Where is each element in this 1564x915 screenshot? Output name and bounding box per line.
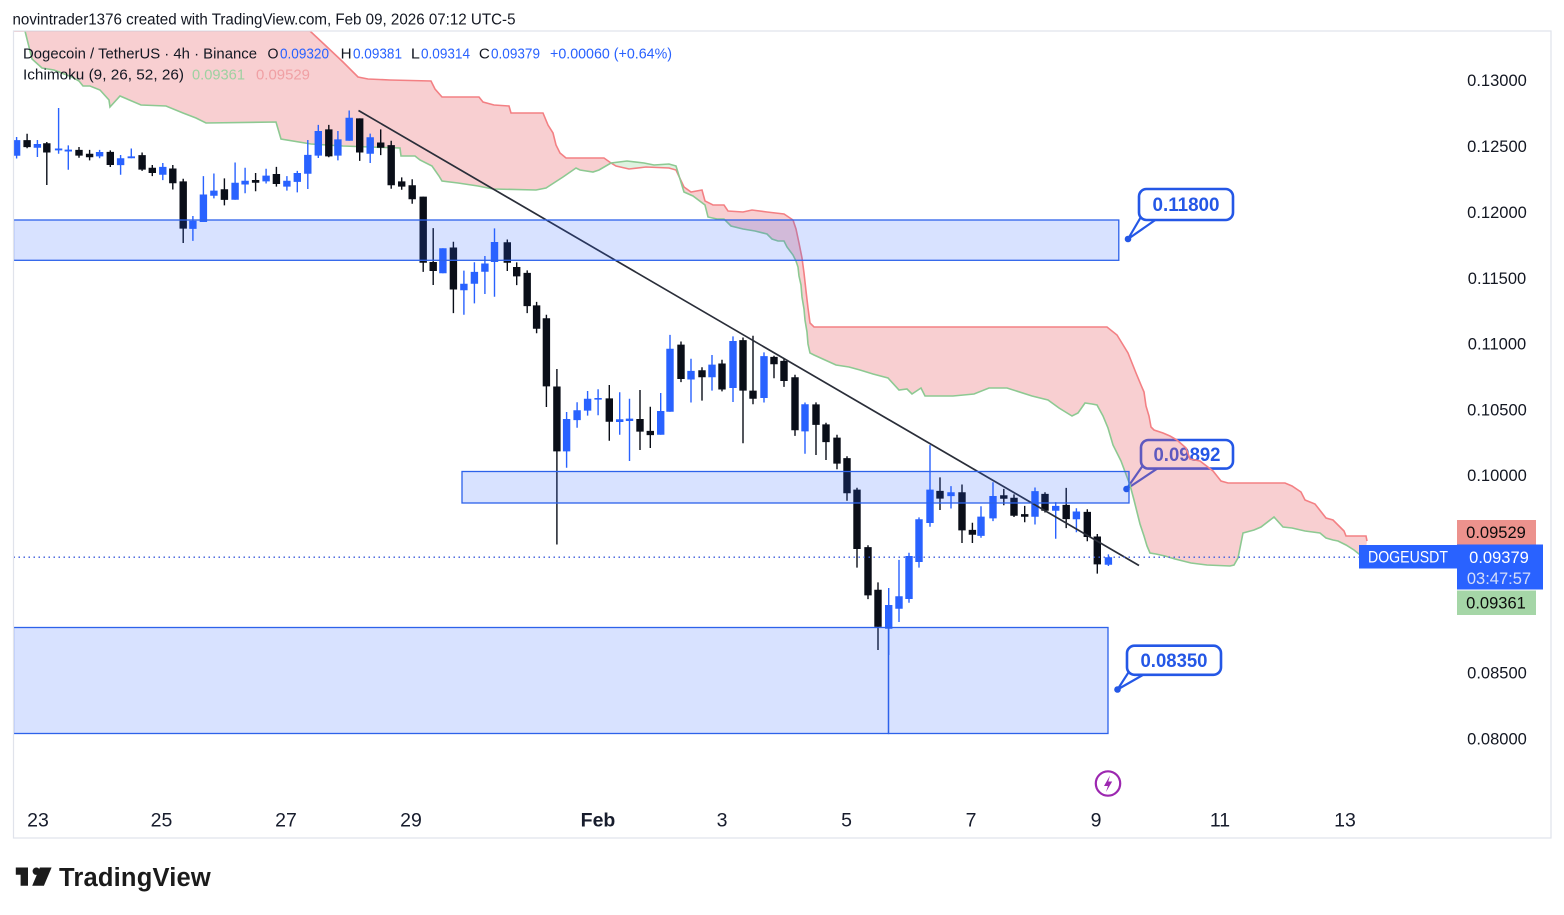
svg-text:13: 13 — [1334, 810, 1356, 832]
svg-text:0.09361: 0.09361 — [1466, 595, 1526, 613]
svg-text:0.12000: 0.12000 — [1467, 204, 1527, 222]
svg-text:5: 5 — [841, 810, 852, 832]
svg-text:0.09361: 0.09361 — [192, 67, 245, 84]
svg-text:27: 27 — [275, 810, 297, 832]
svg-text:23: 23 — [27, 810, 49, 832]
svg-text:TradingView: TradingView — [59, 864, 211, 892]
svg-text:Dogecoin / TetherUS · 4h · Bin: Dogecoin / TetherUS · 4h · Binance — [23, 46, 257, 63]
svg-text:25: 25 — [151, 810, 173, 832]
svg-text:novintrader1376 created with T: novintrader1376 created with TradingView… — [13, 12, 516, 29]
svg-text:+0.00060 (+0.64%): +0.00060 (+0.64%) — [550, 46, 672, 63]
svg-text:0.12500: 0.12500 — [1467, 138, 1527, 156]
svg-text:DOGEUSDT: DOGEUSDT — [1368, 549, 1448, 567]
svg-text:0.11000: 0.11000 — [1468, 336, 1526, 354]
svg-text:0.08500: 0.08500 — [1467, 665, 1527, 683]
svg-text:0.09320: 0.09320 — [280, 46, 329, 63]
svg-text:0.08350: 0.08350 — [1141, 651, 1208, 672]
svg-text:O: O — [268, 46, 279, 63]
svg-text:Feb: Feb — [581, 810, 616, 832]
svg-text:Ichimoku (9, 26, 52, 26): Ichimoku (9, 26, 52, 26) — [23, 67, 184, 84]
svg-text:0.10000: 0.10000 — [1467, 467, 1527, 485]
svg-text:0.09379: 0.09379 — [1469, 549, 1529, 567]
svg-text:0.09381: 0.09381 — [353, 46, 402, 63]
svg-text:0.13000: 0.13000 — [1467, 72, 1527, 90]
svg-text:0.11500: 0.11500 — [1468, 270, 1526, 288]
svg-text:29: 29 — [400, 810, 422, 832]
svg-text:0.09892: 0.09892 — [1154, 445, 1221, 466]
svg-text:0.09529: 0.09529 — [1466, 524, 1526, 542]
svg-text:C: C — [479, 46, 490, 63]
svg-text:03:47:57: 03:47:57 — [1467, 570, 1531, 588]
svg-text:0.09529: 0.09529 — [256, 67, 310, 84]
svg-text:L: L — [411, 46, 420, 63]
svg-text:0.10500: 0.10500 — [1467, 401, 1527, 419]
svg-text:0.09314: 0.09314 — [421, 46, 470, 63]
svg-text:9: 9 — [1091, 810, 1102, 832]
svg-text:0.08000: 0.08000 — [1467, 730, 1527, 748]
svg-text:3: 3 — [717, 810, 728, 832]
svg-text:7: 7 — [966, 810, 977, 832]
svg-text:11: 11 — [1210, 810, 1230, 832]
svg-text:0.09379: 0.09379 — [491, 46, 540, 63]
svg-text:H: H — [341, 46, 352, 63]
svg-text:0.11800: 0.11800 — [1153, 195, 1220, 216]
